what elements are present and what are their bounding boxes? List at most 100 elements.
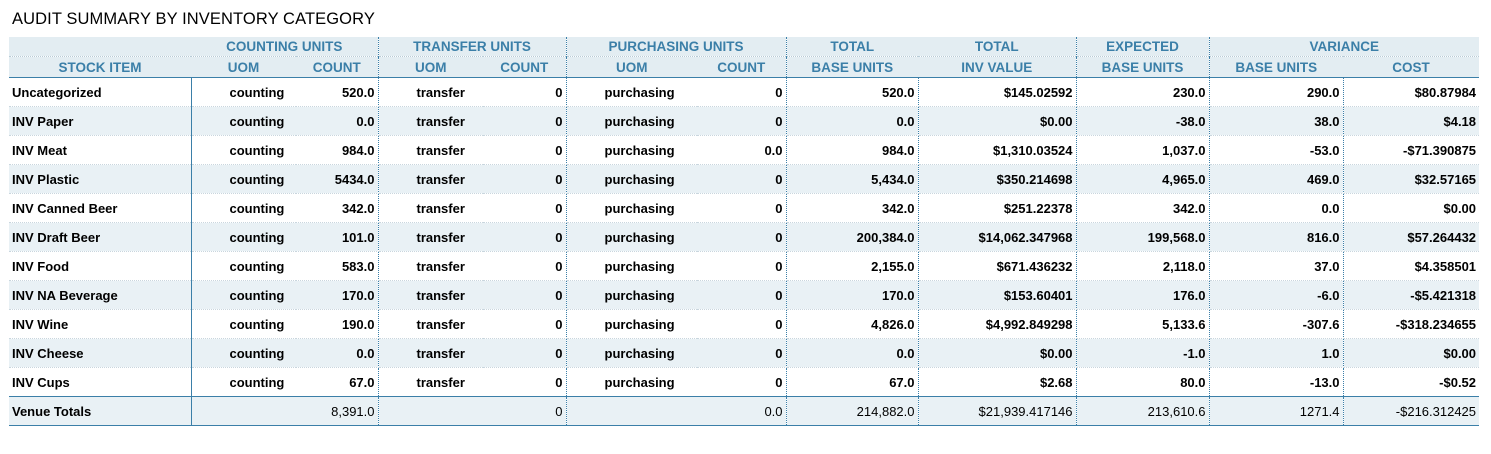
cell-purchasing-count: 0 (697, 280, 787, 310)
cell-expected-base-units: 1,037.0 (1076, 135, 1210, 165)
table-row: INV Paper counting 0.0 transfer 0 purchasing 0… (9, 106, 1480, 136)
column-header-counting-uom: UOM (191, 56, 296, 78)
cell-variance-base-units: -307.6 (1209, 309, 1344, 339)
cell-counting-count: 170.0 (296, 280, 379, 310)
header-group-expected: EXPECTED (1076, 37, 1210, 57)
cell-total-base-units: 200,384.0 (786, 222, 919, 252)
cell-purchasing-count: 0 (697, 367, 787, 397)
cell-variance-cost: -$318.234655 (1343, 309, 1480, 339)
cell-total-base-units: 0.0 (786, 338, 919, 368)
cell-transfer-count: 0 (483, 106, 567, 136)
cell-expected-base-units: 230.0 (1076, 77, 1210, 107)
cell-purchasing-uom: purchasing (566, 309, 697, 339)
cell-counting-uom: counting (191, 77, 296, 107)
cell-purchasing-uom: purchasing (566, 77, 697, 107)
column-header-purchasing-uom: UOM (566, 56, 697, 78)
cell-transfer-count: 0 (483, 280, 567, 310)
cell-stock-item: INV Draft Beer (9, 222, 192, 252)
cell-expected-base-units: -1.0 (1076, 338, 1210, 368)
cell-transfer-uom: transfer (378, 193, 483, 223)
cell-total-inv-value: $14,062.347968 (918, 222, 1077, 252)
cell-variance-cost: $80.87984 (1343, 77, 1480, 107)
totals-counting-count: 8,391.0 (296, 396, 379, 426)
venue-totals-row: Venue Totals 8,391.0 0 0.0 214,882.0 $21… (9, 396, 1480, 426)
report-title: AUDIT SUMMARY BY INVENTORY CATEGORY (12, 10, 375, 28)
cell-counting-uom: counting (191, 106, 296, 136)
totals-blank (566, 396, 697, 426)
cell-purchasing-uom: purchasing (566, 106, 697, 136)
cell-purchasing-count: 0 (697, 338, 787, 368)
table-row: INV Canned Beer counting 342.0 transfer 0 pur… (9, 193, 1480, 223)
cell-total-base-units: 2,155.0 (786, 251, 919, 281)
header-group-blank (9, 37, 191, 57)
totals-total-inv-value: $21,939.417146 (918, 396, 1077, 426)
cell-variance-cost: $0.00 (1343, 338, 1480, 368)
column-header-total-base-units: BASE UNITS (786, 56, 919, 78)
table-row: INV Meat counting 984.0 transfer 0 purchasing… (9, 135, 1480, 165)
header-group-total-base: TOTAL (786, 37, 919, 57)
cell-transfer-uom: transfer (378, 222, 483, 252)
cell-purchasing-count: 0 (697, 222, 787, 252)
cell-total-base-units: 4,826.0 (786, 309, 919, 339)
cell-counting-count: 0.0 (296, 106, 379, 136)
column-header-purchasing-count: COUNT (697, 56, 787, 78)
cell-stock-item: INV Plastic (9, 164, 192, 194)
cell-counting-uom: counting (229, 374, 285, 390)
totals-purchasing-count: 0.0 (697, 396, 787, 426)
cell-total-base-units: 0.0 (786, 106, 919, 136)
cell-variance-base-units: -13.0 (1209, 367, 1344, 397)
totals-blank (191, 396, 296, 426)
cell-total-base-units: 5,434.0 (786, 164, 919, 194)
cell-variance-cost: $4.358501 (1343, 251, 1480, 281)
cell-total-inv-value: $251.22378 (918, 193, 1077, 223)
cell-transfer-count: 0 (483, 222, 567, 252)
table-row: INV Plastic counting 5434.0 transfer 0 purcha… (9, 164, 1480, 194)
cell-variance-cost: -$0.52 (1439, 374, 1477, 390)
cell-variance-cost: $4.18 (1343, 106, 1480, 136)
column-header-transfer-uom: UOM (378, 56, 483, 78)
cell-variance-cost: $57.264432 (1343, 222, 1480, 252)
cell-counting-count: 583.0 (296, 251, 379, 281)
header-column-row: STOCK ITEM UOM COUNT UOM COUNT UOM COUNT… (9, 56, 1480, 78)
cell-expected-base-units: 342.0 (1076, 193, 1210, 223)
cell-transfer-uom: transfer (378, 280, 483, 310)
column-header-variance-cost: COST (1343, 56, 1480, 78)
cell-stock-item: INV Cups (9, 367, 192, 397)
cell-purchasing-count: 0 (697, 309, 787, 339)
cell-total-inv-value: $0.00 (918, 106, 1077, 136)
cell-counting-count: 0.0 (296, 338, 379, 368)
cell-expected-base-units: -38.0 (1076, 106, 1210, 136)
totals-variance-base-units: 1271.4 (1209, 396, 1344, 426)
cell-transfer-count: 0 (483, 367, 567, 397)
header-group-row: COUNTING UNITS TRANSFER UNITS PURCHASING… (9, 37, 1480, 57)
cell-variance-base-units: 290.0 (1209, 77, 1344, 107)
cell-total-base-units: 342.0 (786, 193, 919, 223)
audit-summary-table: COUNTING UNITS TRANSFER UNITS PURCHASING… (9, 37, 1480, 426)
cell-total-inv-value: $153.60401 (918, 280, 1077, 310)
cell-purchasing-uom: purchasing (566, 164, 697, 194)
table-row: INV Cheese counting 0.0 transfer 0 purchasing… (9, 338, 1480, 368)
cell-transfer-uom: transfer (378, 251, 483, 281)
cell-stock-item: INV Wine (9, 309, 192, 339)
column-header-total-inv-value: INV VALUE (918, 56, 1077, 78)
cell-total-inv-value: $2.68 (918, 367, 1077, 397)
cell-purchasing-uom: purchasing (566, 135, 697, 165)
cell-expected-base-units: 5,133.6 (1076, 309, 1210, 339)
cell-variance-cost: $32.57165 (1343, 164, 1480, 194)
cell-purchasing-uom: purchasing (566, 338, 697, 368)
cell-total-base-units: 170.0 (786, 280, 919, 310)
cell-expected-base-units: 4,965.0 (1076, 164, 1210, 194)
cell-total-base-units: 984.0 (786, 135, 919, 165)
cell-counting-uom: counting (191, 164, 296, 194)
cell-counting-count: 984.0 (296, 135, 379, 165)
cell-purchasing-uom: purchasing (566, 251, 697, 281)
cell-stock-item: Uncategorized (9, 77, 192, 107)
column-header-stock-item: STOCK ITEM (9, 56, 191, 78)
table-row: INV NA Beverage counting 170.0 transfer 0 pur… (9, 280, 1480, 310)
header-group-purchasing-units: PURCHASING UNITS (566, 37, 787, 57)
cell-counting-uom: counting (191, 222, 296, 252)
cell-counting-uom: counting (191, 135, 296, 165)
cell-transfer-uom: transfer (378, 106, 483, 136)
cell-total-inv-value: $4,992.849298 (918, 309, 1077, 339)
cell-transfer-count: 0 (483, 193, 567, 223)
